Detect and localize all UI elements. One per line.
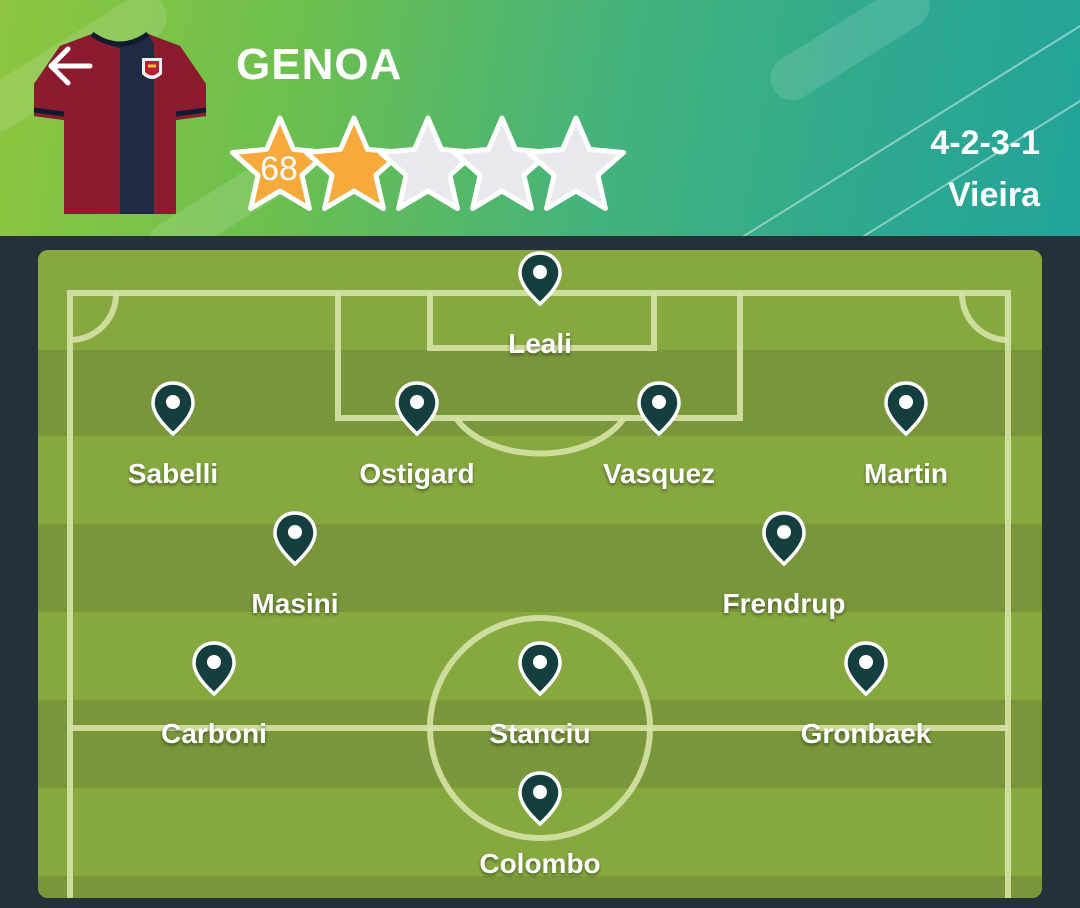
player-name: Gronbaek	[800, 718, 932, 749]
player-marker[interactable]: Martin	[816, 380, 996, 490]
player-marker[interactable]: Carboni	[124, 640, 304, 750]
header-decor-stripe	[762, 0, 938, 109]
location-pin-icon	[762, 511, 806, 566]
player-name: Sabelli	[127, 458, 219, 489]
player-name: Masini	[251, 588, 339, 619]
player-name: Colombo	[479, 848, 601, 879]
location-pin-icon	[518, 771, 562, 826]
location-pin-icon	[844, 641, 888, 696]
player-name: Stanciu	[489, 718, 591, 749]
team-rating-value: 68	[260, 150, 298, 188]
player-name: Vasquez	[602, 458, 716, 489]
club-crest-icon	[142, 58, 162, 79]
team-name: GENOA	[236, 40, 403, 89]
star-filled-icon	[303, 115, 405, 211]
location-pin-icon	[151, 381, 195, 436]
team-rating-stars	[229, 115, 627, 211]
location-pin-icon	[518, 641, 562, 696]
location-pin-icon	[884, 381, 928, 436]
formation-label: 4-2-3-1	[930, 124, 1040, 162]
player-marker[interactable]: Stanciu	[450, 640, 630, 750]
player-marker[interactable]: Gronbaek	[776, 640, 956, 750]
star-empty-icon	[377, 115, 479, 211]
location-pin-icon	[273, 511, 317, 566]
player-name: Ostigard	[359, 458, 475, 489]
arrow-left-icon[interactable]	[44, 40, 96, 92]
player-marker[interactable]: Sabelli	[83, 380, 263, 490]
coach-name: Vieira	[947, 176, 1040, 214]
team-header: GENOA 68 4-2-3-1 Vieira	[0, 0, 1080, 236]
location-pin-icon	[637, 381, 681, 436]
player-name: Leali	[508, 328, 572, 359]
star-empty-icon	[525, 115, 627, 211]
player-name: Frendrup	[722, 588, 846, 619]
star-empty-icon	[451, 115, 553, 211]
location-pin-icon	[192, 641, 236, 696]
location-pin-icon	[518, 251, 562, 306]
player-name: Carboni	[161, 718, 267, 749]
team-jersey-icon	[33, 31, 207, 214]
player-marker[interactable]: Masini	[205, 510, 385, 620]
location-pin-icon	[395, 381, 439, 436]
football-pitch: Leali Sabelli Ostigard Vasquez Martin Ma…	[38, 250, 1042, 898]
player-marker[interactable]: Leali	[450, 250, 630, 360]
player-marker[interactable]: Colombo	[450, 770, 630, 880]
player-name: Martin	[864, 458, 948, 489]
player-marker[interactable]: Vasquez	[569, 380, 749, 490]
player-marker[interactable]: Frendrup	[694, 510, 874, 620]
player-marker[interactable]: Ostigard	[327, 380, 507, 490]
